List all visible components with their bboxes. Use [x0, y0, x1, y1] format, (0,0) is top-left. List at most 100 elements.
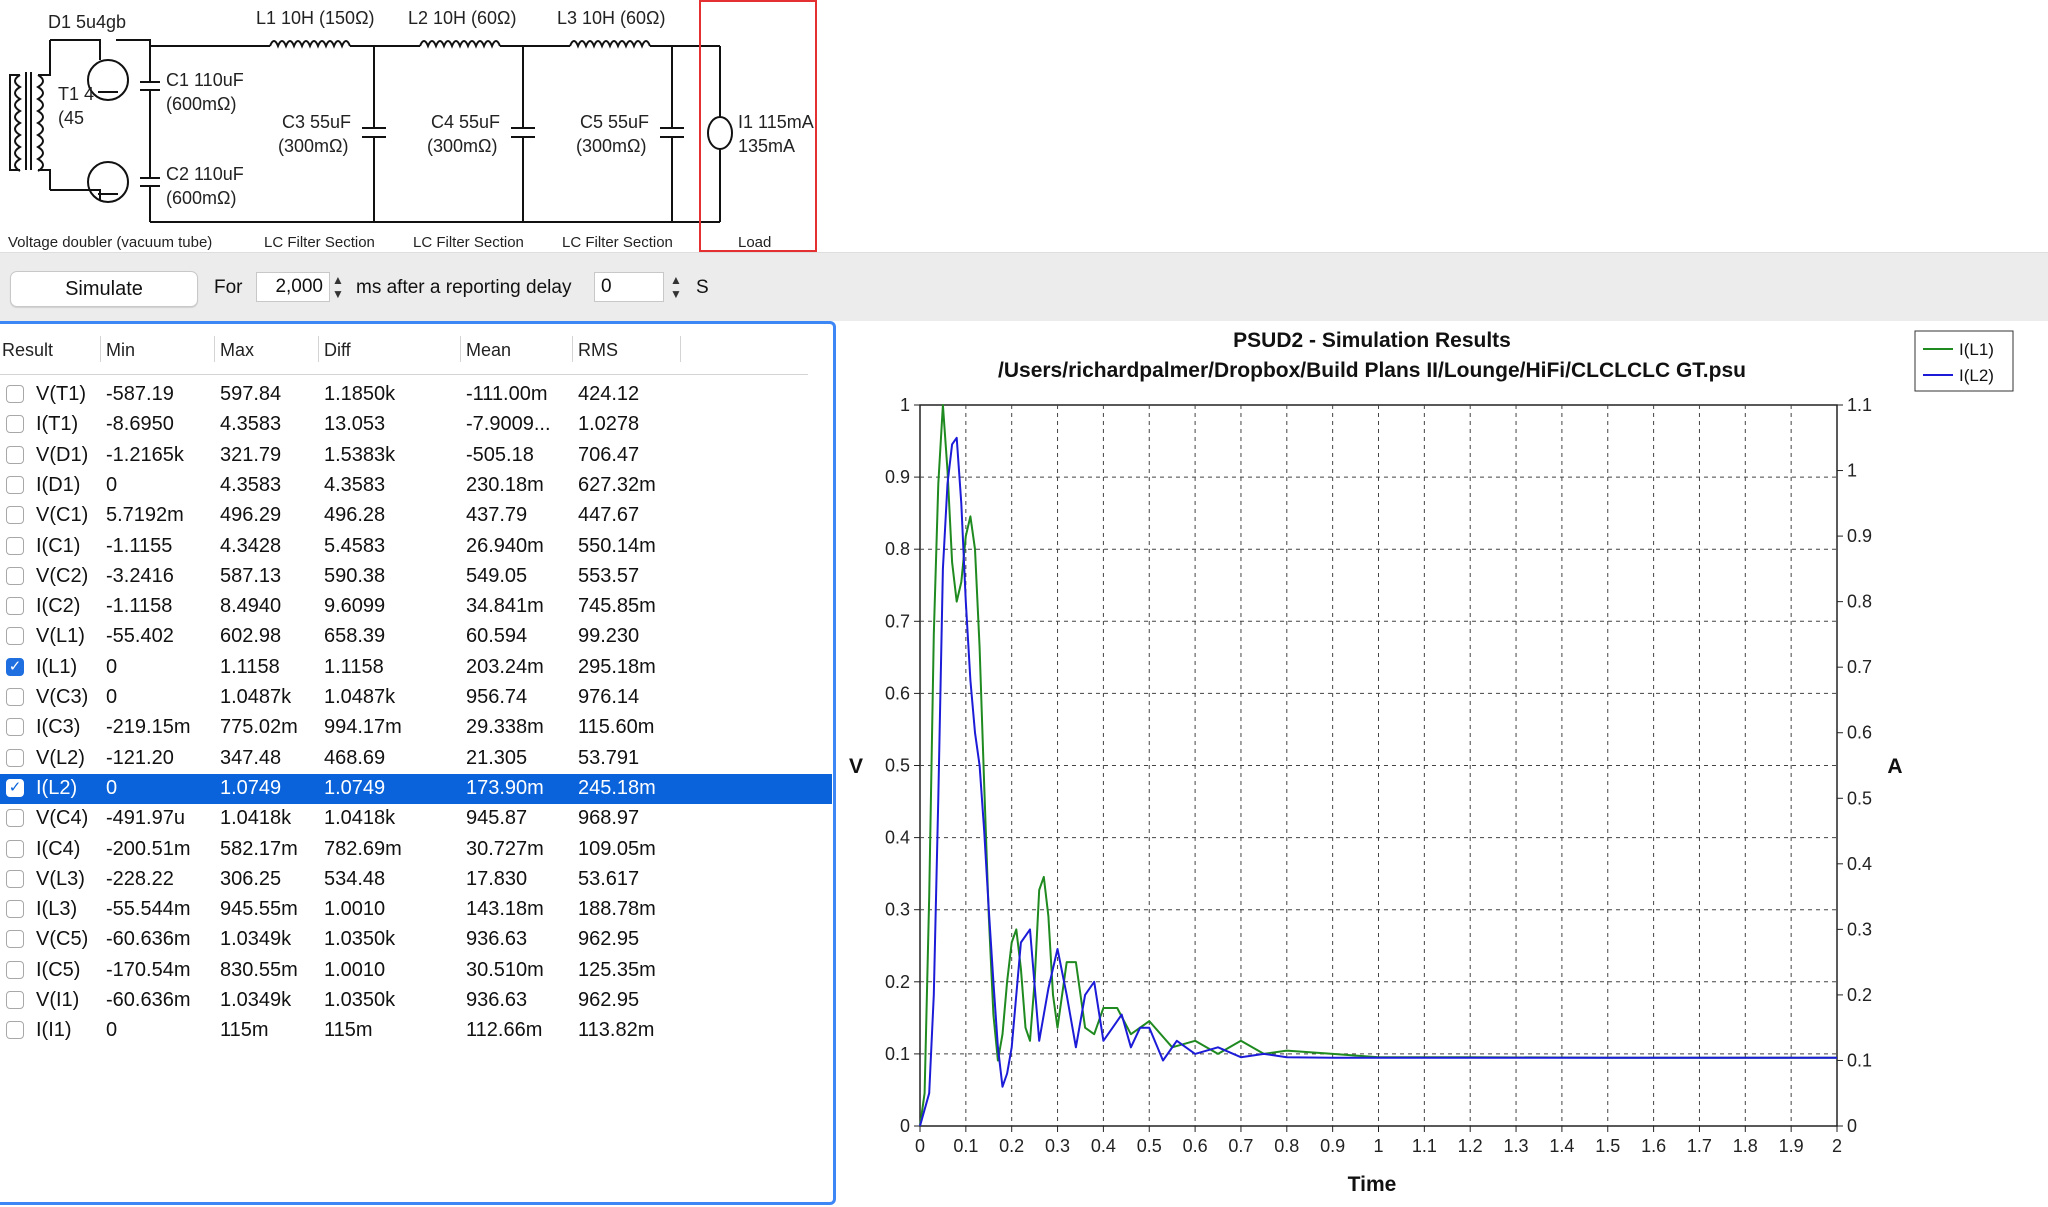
row-checkbox[interactable] — [6, 597, 24, 616]
table-row[interactable]: I(D1) 0 4.3583 4.3583 230.18m 627.32m — [0, 471, 832, 501]
cell-min: -55.544m — [106, 898, 191, 921]
cell-name: V(C4) — [36, 807, 89, 830]
row-checkbox[interactable] — [6, 869, 24, 888]
row-checkbox[interactable] — [6, 1021, 24, 1040]
cell-mean: -7.9009... — [466, 413, 551, 436]
column-divider[interactable] — [460, 336, 461, 362]
cell-rms: 627.32m — [578, 473, 656, 496]
stepper-down-icon[interactable]: ▼ — [332, 287, 344, 301]
chart-subtitle: /Users/richardpalmer/Dropbox/Build Plans… — [998, 359, 1746, 382]
legend-label: I(L1) — [1959, 340, 1994, 359]
cell-name: V(T1) — [36, 383, 86, 405]
x-tick-label: 0.7 — [1228, 1136, 1253, 1156]
table-row[interactable]: I(I1) 0 115m 115m 112.66m 113.82m — [0, 1016, 832, 1046]
table-row[interactable]: I(T1) -8.6950 4.3583 13.053 -7.9009... 1.0278 — [0, 410, 832, 440]
row-checkbox[interactable] — [6, 748, 24, 767]
table-row[interactable]: ✓ I(L1) 0 1.1158 1.1158 203.24m 295.18m — [0, 653, 832, 683]
row-checkbox[interactable] — [6, 385, 24, 403]
table-row[interactable]: V(L2) -121.20 347.48 468.69 21.305 53.791 — [0, 744, 832, 774]
table-row[interactable]: V(C1) 5.7192m 496.29 496.28 437.79 447.67 — [0, 501, 832, 531]
row-checkbox[interactable] — [6, 475, 24, 494]
column-divider[interactable] — [680, 336, 681, 362]
row-checkbox[interactable] — [6, 900, 24, 919]
y2-tick-label: 0.7 — [1847, 657, 1872, 677]
row-checkbox[interactable] — [6, 445, 24, 464]
table-row[interactable]: I(C2) -1.1158 8.4940 9.6099 34.841m 745.85m — [0, 592, 832, 622]
table-row[interactable]: ✓ I(L2) 0 1.0749 1.0749 173.90m 245.18m — [0, 773, 832, 804]
table-row[interactable]: I(C1) -1.1155 4.3428 5.4583 26.940m 550.14m — [0, 532, 832, 562]
cell-max: 347.48 — [220, 746, 282, 769]
table-row[interactable]: V(I1) -60.636m 1.0349k 1.0350k 936.63 962.95 — [0, 986, 832, 1016]
table-row[interactable]: V(C2) -3.2416 587.13 590.38 549.05 553.57 — [0, 562, 832, 592]
row-checkbox[interactable] — [6, 688, 24, 706]
table-row[interactable]: V(T1) -587.19 597.84 1.1850k -111.00m 424.12 — [0, 380, 832, 410]
cell-max: 306.25 — [220, 867, 282, 890]
stepper-up-icon[interactable]: ▲ — [332, 273, 344, 287]
column-divider[interactable] — [100, 336, 101, 362]
cell-min: -60.636m — [106, 928, 191, 951]
y-tick-label: 0.8 — [885, 539, 910, 559]
row-checkbox[interactable]: ✓ — [6, 657, 24, 676]
duration-input[interactable]: 2,000 — [256, 272, 330, 302]
row-checkbox[interactable] — [6, 566, 24, 585]
row-checkbox[interactable] — [6, 506, 24, 525]
tube-lower — [87, 161, 129, 203]
label-c4-b: (300mΩ) — [427, 136, 497, 156]
table-row[interactable]: V(C4) -491.97u 1.0418k 1.0418k 945.87 968.97 — [0, 804, 832, 834]
column-header-mean[interactable]: Mean — [466, 340, 512, 360]
cell-mean: -111.00m — [466, 383, 548, 405]
y2-axis-label: A — [1887, 755, 1902, 778]
table-row[interactable]: V(C3) 0 1.0487k 1.0487k 956.74 976.14 — [0, 683, 832, 713]
delay-input[interactable]: 0 — [594, 272, 664, 302]
row-checkbox[interactable] — [6, 415, 24, 434]
table-row[interactable]: V(C5) -60.636m 1.0349k 1.0350k 936.63 962.95 — [0, 925, 832, 955]
table-row[interactable]: I(C4) -200.51m 582.17m 782.69m 30.727m 109.05… — [0, 835, 832, 865]
column-divider[interactable] — [318, 336, 319, 362]
inductor-l3 — [569, 40, 651, 49]
simulate-button[interactable]: Simulate — [10, 271, 198, 307]
x-tick-label: 1 — [1373, 1136, 1383, 1156]
section-label-lc2: LC Filter Section — [413, 234, 524, 251]
column-header-diff[interactable]: Diff — [324, 340, 351, 360]
cell-min: -491.97u — [106, 807, 185, 830]
cell-min: -1.1158 — [106, 595, 173, 618]
cell-max: 1.0349k — [220, 989, 292, 1011]
column-divider[interactable] — [214, 336, 215, 362]
row-checkbox[interactable] — [6, 839, 24, 858]
cell-diff: 994.17m — [324, 716, 402, 739]
row-checkbox[interactable] — [6, 718, 24, 737]
row-checkbox[interactable] — [6, 536, 24, 555]
row-checkbox[interactable] — [6, 960, 24, 979]
label-i1-a: I1 115mA — [738, 112, 814, 132]
row-checkbox[interactable]: ✓ — [6, 778, 24, 797]
x-tick-label: 1.3 — [1504, 1136, 1529, 1156]
column-header-rms[interactable]: RMS — [578, 340, 618, 360]
table-row[interactable]: V(L3) -228.22 306.25 534.48 17.830 53.617 — [0, 865, 832, 895]
cell-name: I(C4) — [36, 837, 81, 860]
cell-max: 1.0418k — [220, 807, 292, 830]
column-divider[interactable] — [572, 336, 573, 362]
cell-mean: 203.24m — [466, 655, 544, 678]
duration-stepper[interactable]: ▲ ▼ — [330, 270, 346, 304]
delay-stepper[interactable]: ▲ ▼ — [668, 270, 684, 304]
row-checkbox[interactable] — [6, 809, 24, 828]
column-header-result[interactable]: Result — [2, 340, 54, 360]
row-checkbox[interactable] — [6, 627, 24, 646]
table-row[interactable]: I(C5) -170.54m 830.55m 1.0010 30.510m 125.35m — [0, 956, 832, 986]
table-row[interactable]: I(C3) -219.15m 775.02m 994.17m 29.338m 115.60… — [0, 713, 832, 743]
x-tick-label: 1.1 — [1412, 1136, 1437, 1156]
row-checkbox[interactable] — [6, 991, 24, 1009]
column-header-min[interactable]: Min — [106, 340, 136, 360]
table-row[interactable]: V(D1) -1.2165k 321.79 1.5383k -505.18 706.47 — [0, 441, 832, 471]
cell-mean: 173.90m — [466, 776, 544, 799]
stepper-down-icon[interactable]: ▼ — [670, 287, 682, 301]
label-l2: L2 10H (60Ω) — [408, 8, 517, 28]
cell-diff: 1.5383k — [324, 443, 396, 466]
row-checkbox[interactable] — [6, 930, 24, 949]
table-row[interactable]: I(L3) -55.544m 945.55m 1.0010 143.18m 188.78m — [0, 895, 832, 925]
table-row[interactable]: V(L1) -55.402 602.98 658.39 60.594 99.230 — [0, 622, 832, 652]
stepper-up-icon[interactable]: ▲ — [670, 273, 682, 287]
cell-name: I(C5) — [36, 958, 81, 981]
label-c2-b: (600mΩ) — [166, 188, 236, 208]
column-header-max[interactable]: Max — [220, 340, 255, 360]
